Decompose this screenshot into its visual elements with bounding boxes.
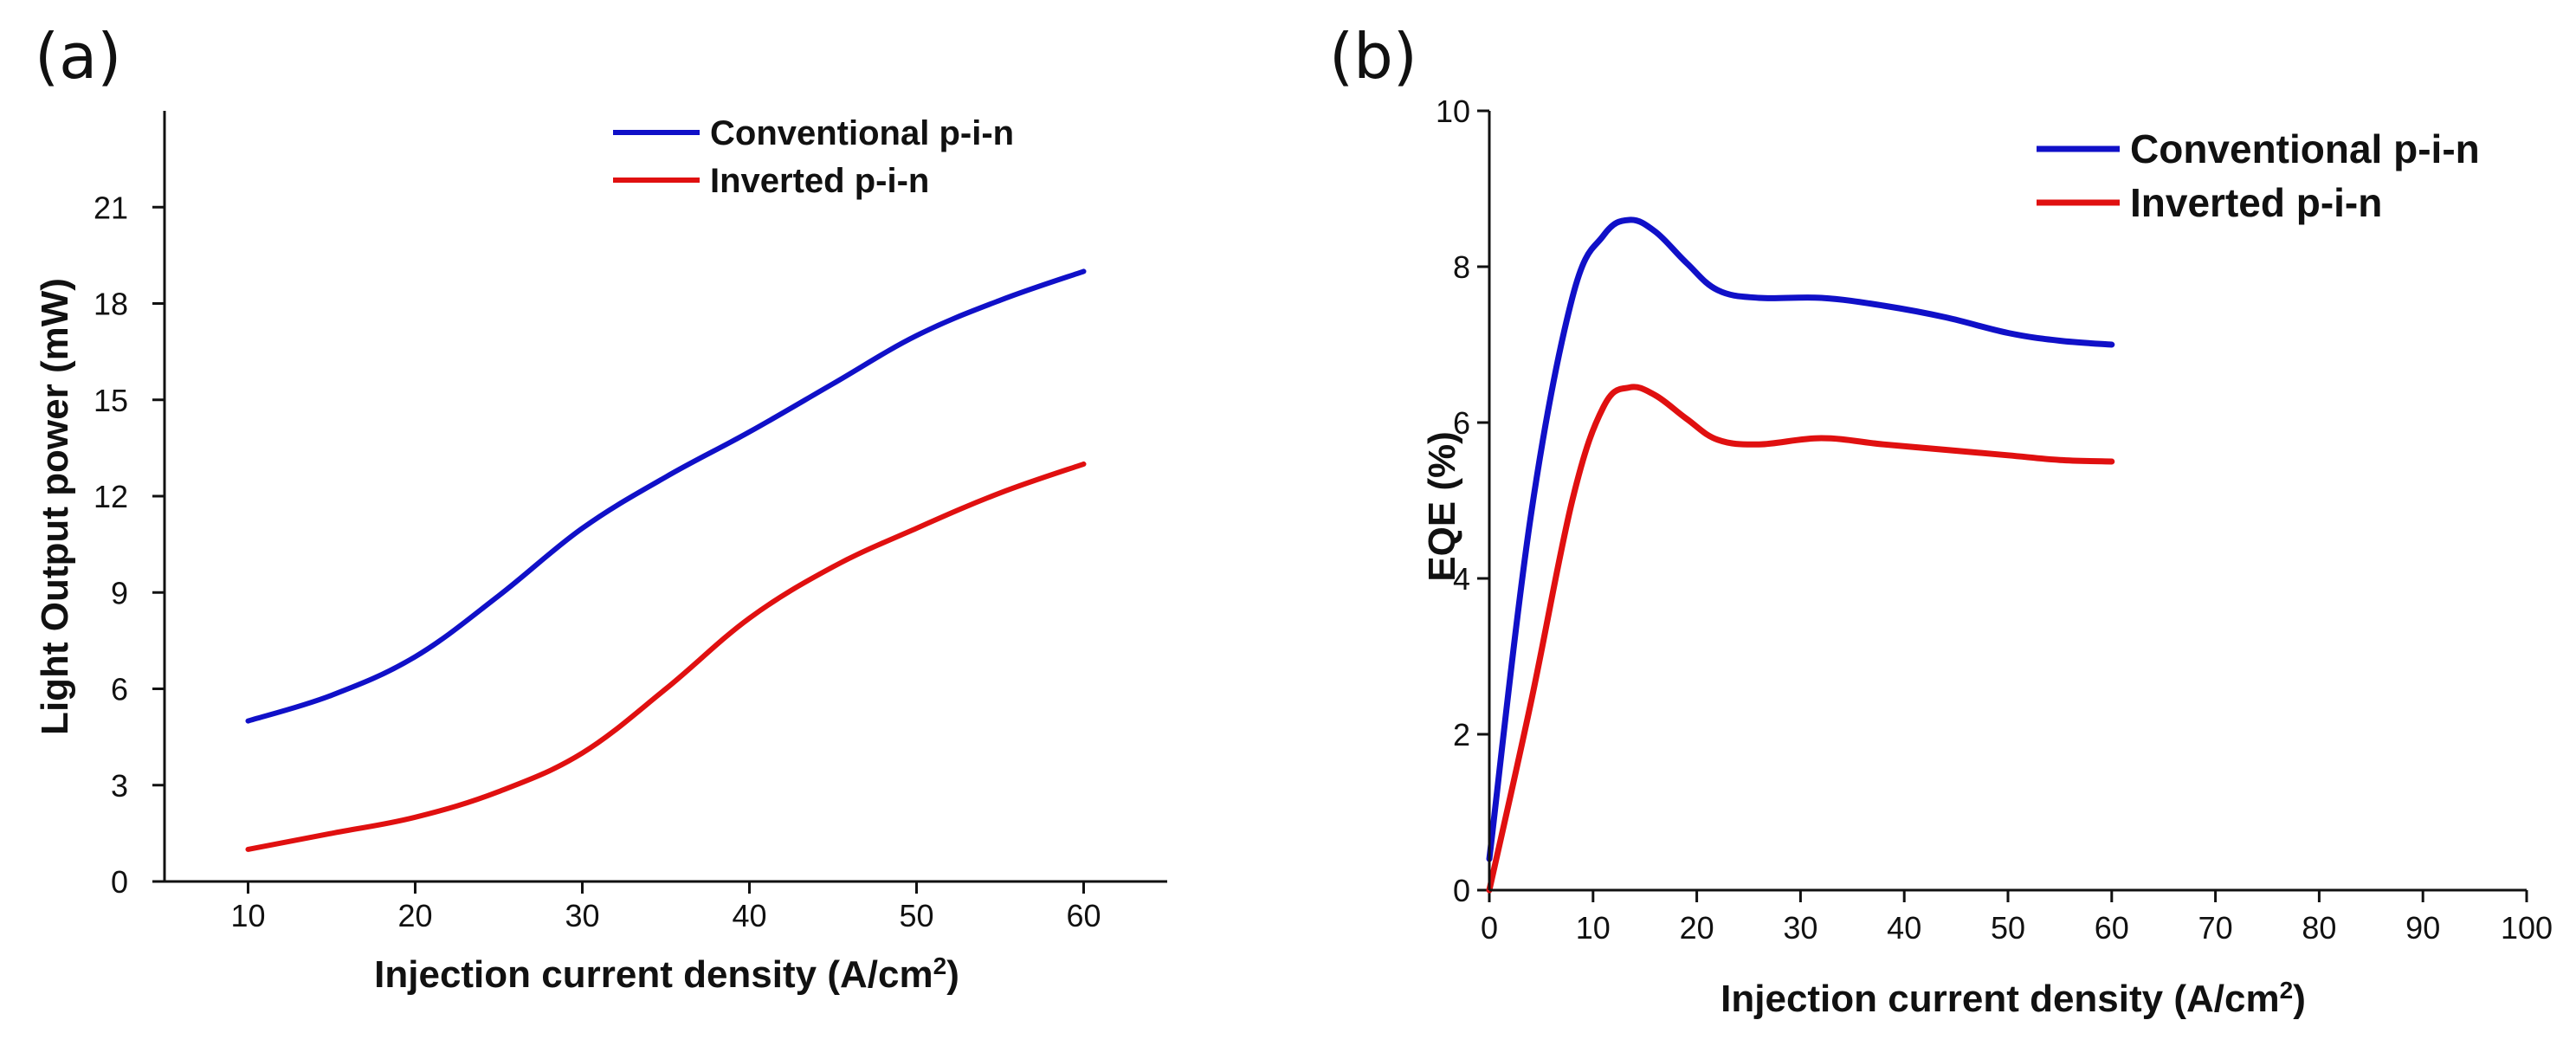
chart-b-legend-inverted-label: Inverted p-i-n	[2130, 180, 2382, 225]
a-y-tick-label: 12	[94, 479, 128, 514]
a-y-tick-label: 6	[111, 672, 128, 707]
b-x-tick-label: 40	[1887, 910, 1921, 946]
b-x-tick-label: 60	[2095, 910, 2129, 946]
b-y-tick-label: 0	[1453, 873, 1470, 908]
b-x-tick-label: 100	[2501, 910, 2553, 946]
a-y-tick-label: 0	[111, 864, 128, 900]
b-series-line-conventional	[1486, 216, 2115, 862]
a-y-tick-label: 15	[94, 383, 128, 418]
b-x-tick-label: 30	[1783, 910, 1817, 946]
b-x-tick-label: 80	[2302, 910, 2336, 946]
b-y-tick-label: 10	[1436, 94, 1470, 129]
b-x-tick-label: 70	[2198, 910, 2233, 946]
a-x-tick-label: 10	[230, 898, 265, 933]
a-y-tick-label: 9	[111, 575, 128, 610]
a-x-tick-label: 50	[899, 898, 933, 933]
chart-a-ticks: 0 3 6 9 12 15 18 21 10 20 30 40 50 60	[94, 190, 1101, 933]
b-x-tick-label: 10	[1576, 910, 1611, 946]
chart-a-legend-inverted-label: Inverted p-i-n	[710, 162, 929, 200]
panel-label-a: (a)	[35, 20, 121, 93]
a-series-line-conventional	[245, 268, 1087, 724]
b-series-line-inverted	[1486, 384, 2115, 894]
a-x-tick-label: 20	[397, 898, 432, 933]
a-x-tick-label: 30	[565, 898, 599, 933]
a-series-line-inverted	[245, 461, 1087, 852]
a-y-tick-label: 18	[94, 287, 128, 322]
panel-label-b: (b)	[1329, 20, 1417, 93]
b-y-tick-label: 2	[1453, 717, 1470, 752]
a-x-tick-label: 40	[732, 898, 766, 933]
b-y-tick-label: 6	[1453, 405, 1470, 441]
chart-b-series	[1486, 216, 2115, 894]
b-x-tick-label: 0	[1481, 910, 1498, 946]
a-y-tick-label: 21	[94, 190, 128, 225]
b-x-tick-label: 50	[1991, 910, 2025, 946]
chart-a-x-axis-title: Injection current density (A/cm2)	[374, 952, 959, 997]
chart-b-x-axis-title: Injection current density (A/cm2)	[1721, 977, 2306, 1021]
chart-a-legend-conventional-label: Conventional p-i-n	[710, 114, 1014, 152]
b-x-tick-label: 90	[2405, 910, 2440, 946]
b-x-tick-label: 20	[1680, 910, 1714, 946]
a-y-tick-label: 3	[111, 768, 128, 804]
a-x-tick-label: 60	[1066, 898, 1101, 933]
b-y-tick-label: 8	[1453, 249, 1470, 285]
chart-a-y-axis-title: Light Output power (mW)	[34, 278, 76, 735]
b-y-tick-label: 4	[1453, 561, 1470, 597]
chart-a-series	[245, 268, 1087, 852]
chart-b-legend-conventional-label: Conventional p-i-n	[2130, 126, 2480, 171]
chart-b-y-axis-title: EQE (%)	[1421, 431, 1463, 582]
chart-a: 0 3 6 9 12 15 18 21 10 20 30 40 50 60 Conventional p-…	[34, 111, 1167, 996]
